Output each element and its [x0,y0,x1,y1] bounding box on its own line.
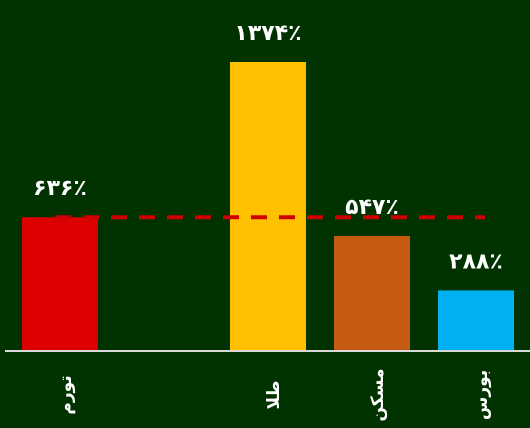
bar-4 [438,290,514,351]
value-label-2: ۱۳۷۴٪ [234,21,301,46]
category-labels-group: تورم طلا مسکن بورس [56,368,492,421]
bar-3 [334,235,410,351]
category-label-3: مسکن [368,368,388,421]
bar-2 [230,62,306,351]
category-label-0: تورم [56,375,76,414]
category-label-2: طلا [264,381,284,410]
value-label-3: ۵۴۷٪ [345,195,399,220]
value-label-0: ۶۳۶٪ [33,176,87,201]
value-label-4: ۲۸۸٪ [449,249,503,274]
bars-group [22,62,514,351]
value-labels-group: ۶۳۶٪ ۱۳۷۴٪ ۵۴۷٪ ۲۸۸٪ [33,21,503,274]
bar-0 [22,217,98,351]
category-label-4: بورس [472,370,492,420]
